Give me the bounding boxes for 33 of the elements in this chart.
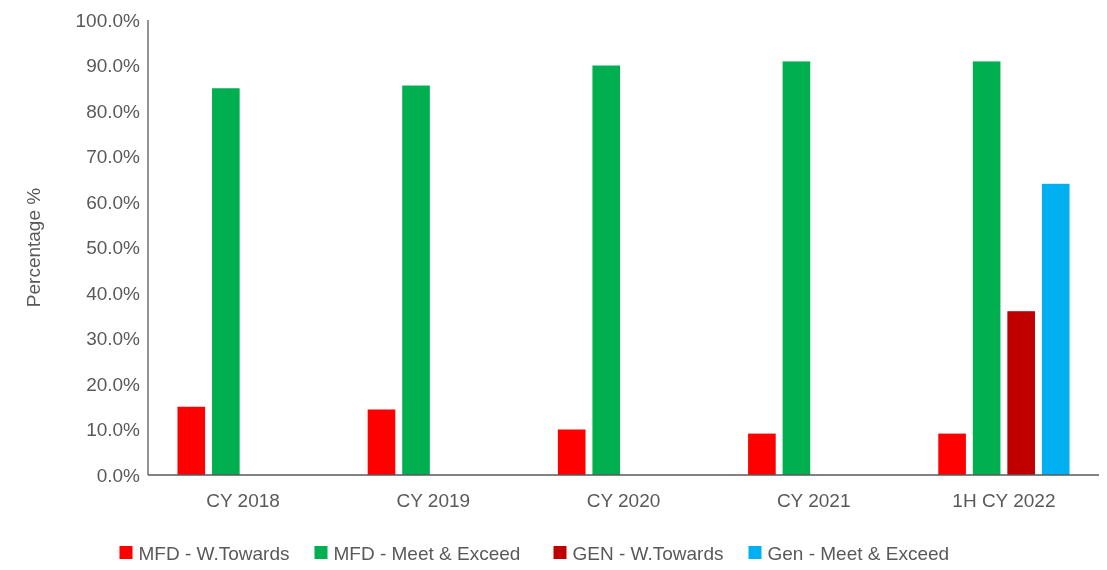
bar <box>557 429 586 475</box>
y-tick-label: 70.0% <box>86 146 141 168</box>
bar <box>1041 183 1070 475</box>
y-tick-label: 30.0% <box>86 328 141 350</box>
bar <box>782 61 811 475</box>
bar <box>212 88 240 475</box>
y-tick-label: 0.0% <box>96 464 141 486</box>
legend-label: MFD - Meet & Exceed <box>333 543 521 564</box>
legend-label: MFD - W.Towards <box>138 543 290 564</box>
x-tick-label: CY 2018 <box>206 490 280 511</box>
legend-label: Gen - Meet & Exceed <box>767 543 950 564</box>
y-tick-label: 10.0% <box>86 419 141 441</box>
y-tick-label: 40.0% <box>86 282 141 304</box>
legend-label: GEN - W.Towards <box>572 543 724 564</box>
bar <box>177 406 206 475</box>
bar <box>592 65 621 475</box>
y-tick-label: 20.0% <box>86 373 141 395</box>
y-tick-label: 90.0% <box>86 55 141 77</box>
bar <box>367 409 396 475</box>
y-tick-label: 100.0% <box>75 9 141 31</box>
x-tick-label: CY 2020 <box>586 490 661 511</box>
y-tick-label: 50.0% <box>86 237 141 259</box>
x-tick-label: CY 2019 <box>396 490 471 511</box>
bar <box>402 85 430 475</box>
bar <box>1007 311 1035 475</box>
x-tick-label: CY 2021 <box>776 490 851 511</box>
bar <box>748 433 776 475</box>
bar <box>938 433 966 475</box>
bar <box>972 61 1001 475</box>
y-tick-label: 80.0% <box>86 100 141 122</box>
x-tick-label: 1H CY 2022 <box>952 490 1056 511</box>
y-axis-title: Percentage % <box>23 187 44 308</box>
y-tick-label: 60.0% <box>86 191 141 213</box>
